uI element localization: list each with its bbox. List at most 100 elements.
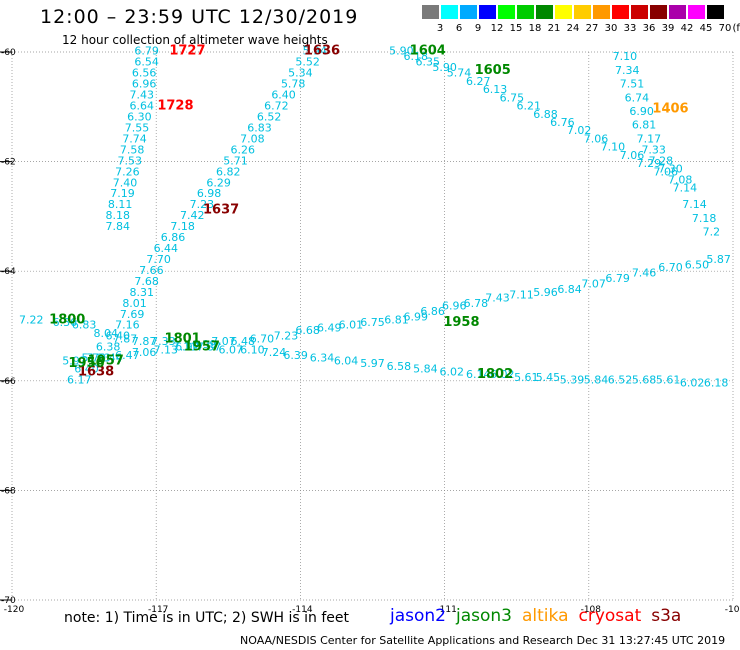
wave-height-point: 6.96 [132, 78, 157, 91]
satellite-name-jason3: jason3 [456, 606, 512, 626]
legend-swatch [650, 5, 667, 19]
wave-height-point: 7.66 [139, 264, 164, 277]
wave-height-point: 5.52 [295, 56, 320, 69]
wave-height-point: 7.46 [632, 267, 657, 280]
wave-height-point: 6.47 [115, 349, 140, 362]
y-tick-label: -68 [1, 486, 16, 496]
wave-height-point: 7.17 [637, 132, 662, 145]
x-tick-label: -108 [581, 605, 602, 615]
x-tick-label: -117 [148, 605, 168, 615]
wave-height-point: 6.56 [132, 67, 157, 80]
wave-height-point: 6.82 [216, 165, 241, 178]
wave-height-point: 7.33 [151, 335, 176, 348]
wave-height-point: 6.44 [98, 352, 123, 365]
pass-time-label: 1728 [157, 99, 193, 114]
legend-label: 70 [718, 23, 732, 34]
grid: -120 -117 -114 -111 -108 -105 -60 -62 -64 -66 -68 -… [0, 48, 740, 615]
wave-height-point: 6.79 [134, 45, 159, 58]
wave-height-point: 6.18 [704, 376, 729, 389]
wave-height-point: 7.74 [122, 132, 147, 145]
pass-time-label: 1802 [477, 367, 513, 382]
wave-height-point: 7.26 [115, 165, 140, 178]
wave-height-point: 5.39 [560, 374, 585, 387]
wave-height-point: 6.86 [420, 305, 445, 318]
wave-height-point: 7.10 [613, 50, 638, 63]
pass-time-label: 1406 [652, 101, 688, 116]
credit-line: NOAA/NESDIS Center for Satellite Applica… [240, 634, 726, 647]
wave-height-point: 7.43 [130, 89, 155, 102]
wave-height-point: 7.23 [274, 330, 299, 343]
track-altika: 7.107.347.516.746.906.817.177.337.287.30… [613, 50, 721, 238]
wave-height-point: 6.38 [96, 341, 121, 354]
wave-height-point: 5.87 [706, 253, 731, 266]
wave-height-point: 5.70 [81, 352, 106, 365]
legend-label: 24 [566, 23, 580, 34]
legend-label: 42 [680, 23, 694, 34]
legend-unit: (ft) [732, 23, 740, 34]
track-cryosat: 6.796.546.566.967.436.646.307.557.747.58… [105, 44, 205, 233]
legend-label: 9 [474, 23, 482, 34]
pass-time-label: 1800 [49, 312, 85, 327]
wave-height-point: 7.19 [110, 187, 135, 200]
wave-height-point: 6.81 [632, 119, 657, 132]
legend-label: 6 [455, 23, 463, 34]
wave-height-point: 5.34 [288, 67, 313, 80]
wave-height-point: 6.70 [250, 332, 275, 345]
wave-height-point: 6.86 [161, 231, 186, 244]
wave-height-point: 6.72 [264, 100, 289, 113]
legend-swatch [555, 5, 572, 19]
wave-height-point: 7.43 [485, 291, 510, 304]
wave-height-point: 5.90 [389, 45, 414, 58]
legend-label: 30 [604, 23, 618, 34]
wave-height-point: 7.28 [649, 154, 674, 167]
wave-height-point: 6.40 [74, 363, 99, 376]
legend-label: 15 [509, 23, 523, 34]
wave-height-point: 6.74 [625, 91, 650, 104]
legend-swatch [669, 5, 686, 19]
wave-height-point: 6.02 [680, 376, 705, 389]
legend-swatch [479, 5, 496, 19]
legend-label: 33 [623, 23, 637, 34]
wave-height-point: 6.50 [685, 258, 710, 271]
wave-height-point: 6.52 [257, 111, 282, 124]
wave-height-point: 7.87 [132, 335, 157, 348]
legend-label: 39 [661, 23, 675, 34]
wave-height-point: 5.84 [413, 363, 438, 376]
track-s3a: 5.945.525.345.786.406.726.526.837.086.26… [67, 44, 340, 387]
wave-height-point: 8.11 [108, 198, 133, 211]
wave-height-point: 6.17 [67, 374, 92, 387]
wave-height-point: 7.40 [113, 176, 138, 189]
wave-height-point: 6.26 [230, 143, 255, 156]
wave-height-point: 7.06 [584, 132, 609, 145]
legend-swatch [612, 5, 629, 19]
legend-label: 12 [490, 23, 504, 34]
wave-height-point: 7.37 [197, 341, 222, 354]
wave-height-point: 7.55 [125, 121, 150, 134]
wave-height-point: 6.04 [334, 354, 359, 367]
wave-height-point: 7.02 [567, 124, 592, 137]
wave-height-point: 7.06 [653, 165, 678, 178]
wave-height-point: 7.18 [692, 212, 717, 225]
legend-swatch [422, 5, 439, 19]
pass-time-label: 1957 [88, 353, 124, 368]
wave-height-point: 7.69 [120, 308, 145, 321]
wave-height-point: 6.34 [310, 352, 335, 365]
wave-height-point: 6.14 [466, 368, 491, 381]
legend-swatch [707, 5, 724, 19]
satellite-name-s3a: s3a [651, 606, 682, 626]
y-tick-label: -64 [1, 267, 16, 277]
wave-height-point: 7.10 [601, 141, 626, 154]
wave-height-point: 6.79 [605, 272, 630, 285]
y-tick-label: -70 [1, 596, 16, 606]
wave-height-point: 6.48 [230, 335, 255, 348]
wave-height-point: 7.08 [240, 132, 265, 145]
wave-height-point: 7.68 [134, 275, 159, 288]
pass-time-label: 1958 [443, 315, 479, 330]
legend-swatch [441, 5, 458, 19]
wave-height-point: 7.29 [637, 157, 662, 170]
wave-height-point: 7.08 [668, 174, 693, 187]
wave-height-point: 6.07 [218, 343, 243, 356]
wave-height-point: 6.75 [360, 316, 385, 329]
pass-time-label: 1636 [304, 44, 340, 59]
wave-height-point: 5.96 [533, 286, 558, 299]
